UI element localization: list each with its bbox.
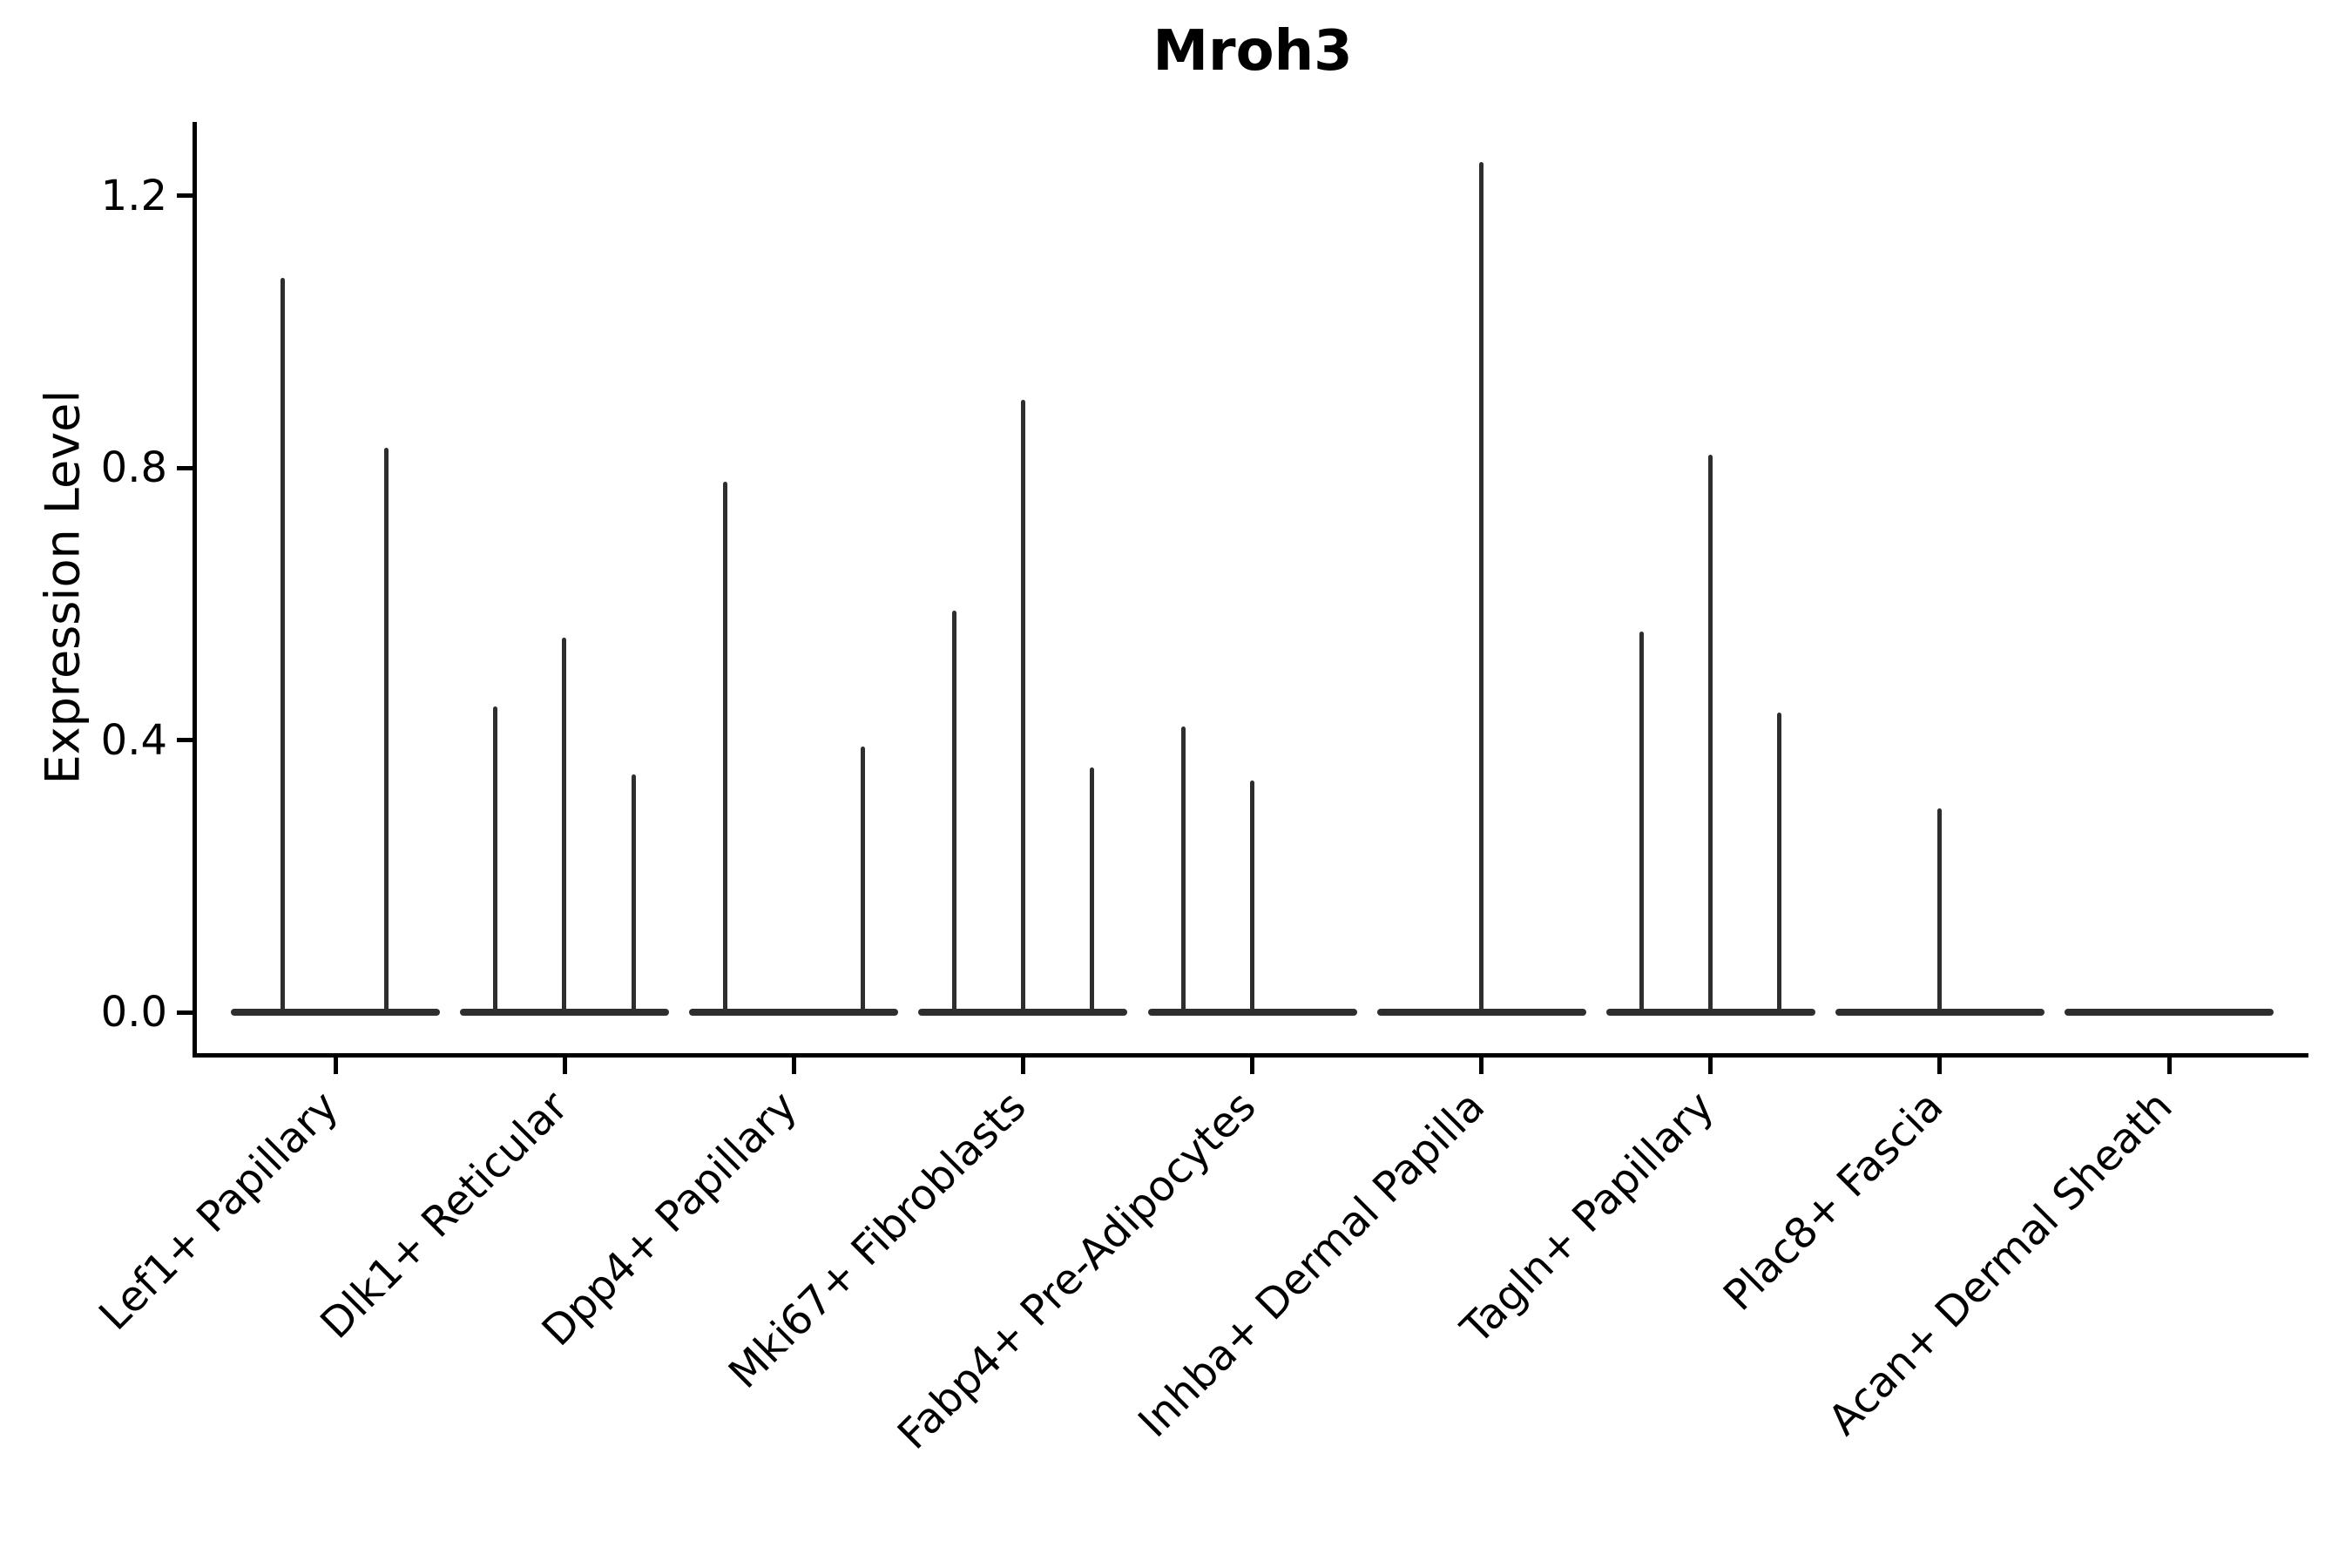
violin-baseline xyxy=(2065,1009,2274,1016)
violin-spike xyxy=(383,447,389,1015)
y-tick xyxy=(177,465,193,470)
x-tick-label: Plac8+ Fascia xyxy=(1713,1082,1953,1321)
violin-baseline xyxy=(689,1009,899,1016)
x-tick xyxy=(791,1058,796,1074)
violin-spike xyxy=(860,747,865,1015)
y-tick-label: 0.4 xyxy=(100,715,167,765)
left-spine xyxy=(193,122,197,1058)
x-tick xyxy=(333,1058,338,1074)
x-tick xyxy=(1020,1058,1025,1074)
violin-spike xyxy=(1181,726,1186,1015)
violin-spike xyxy=(1479,161,1484,1015)
y-tick-label: 0.8 xyxy=(100,443,167,493)
violin-spike xyxy=(1020,400,1025,1015)
y-tick xyxy=(177,738,193,743)
bottom-spine xyxy=(193,1053,2308,1058)
violin-spike xyxy=(1777,713,1782,1015)
x-tick-label: Dpp4+ Papillary xyxy=(532,1082,807,1356)
violin-spike xyxy=(280,277,285,1015)
violin-spike xyxy=(631,774,636,1015)
x-tick xyxy=(2166,1058,2172,1074)
violin-spike xyxy=(1089,767,1094,1015)
x-tick xyxy=(1937,1058,1943,1074)
chart-title: Mroh3 xyxy=(1152,19,1353,84)
violin-spike xyxy=(492,706,497,1015)
y-tick xyxy=(177,193,193,199)
violin-spike xyxy=(1639,631,1645,1015)
violin-spike xyxy=(722,481,727,1015)
y-tick xyxy=(177,1010,193,1015)
x-tick xyxy=(1708,1058,1713,1074)
violin-baseline xyxy=(231,1009,440,1016)
violin-spike xyxy=(1250,781,1255,1015)
x-tick-label: Lef1+ Papillary xyxy=(90,1082,348,1340)
x-tick xyxy=(1250,1058,1255,1074)
x-tick-label: Dlk1+ Reticular xyxy=(311,1082,578,1348)
x-tick-label: Tagln+ Papillary xyxy=(1451,1082,1724,1354)
violin-spike xyxy=(951,611,956,1015)
violin-spike xyxy=(1708,454,1713,1015)
y-tick-label: 1.2 xyxy=(100,171,167,220)
y-tick-label: 0.0 xyxy=(100,988,167,1037)
x-tick xyxy=(562,1058,567,1074)
violin-spike xyxy=(1937,808,1943,1015)
violin-spike xyxy=(561,638,566,1015)
x-tick xyxy=(1479,1058,1484,1074)
